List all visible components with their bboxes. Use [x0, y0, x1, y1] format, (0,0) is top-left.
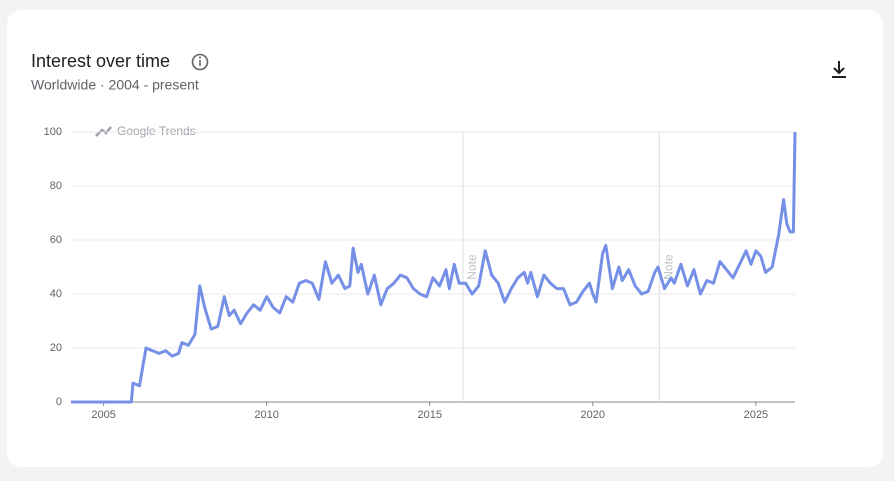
- y-tick-label: 60: [50, 234, 62, 246]
- note-label: Note: [662, 254, 676, 280]
- x-tick-label: 2020: [581, 409, 605, 421]
- download-icon[interactable]: [832, 61, 846, 78]
- trend-line: [71, 131, 797, 404]
- y-tick-label: 0: [56, 396, 62, 408]
- watermark-text: Google Trends: [117, 124, 196, 138]
- x-tick-label: 2015: [417, 409, 441, 421]
- x-tick-label: 2005: [91, 409, 115, 421]
- chart-subtitle: Worldwide · 2004 - present: [31, 77, 199, 93]
- y-tick-label: 80: [50, 180, 62, 192]
- y-tick-label: 100: [44, 126, 62, 138]
- chart-title: Interest over time: [31, 51, 170, 71]
- y-tick-label: 40: [50, 288, 62, 300]
- x-tick-label: 2010: [254, 409, 278, 421]
- info-icon[interactable]: [191, 53, 209, 71]
- y-tick-label: 20: [50, 342, 62, 354]
- watermark: Google Trends: [95, 124, 196, 138]
- card: [7, 10, 883, 467]
- note-label: Note: [465, 254, 479, 280]
- x-tick-label: 2025: [744, 409, 768, 421]
